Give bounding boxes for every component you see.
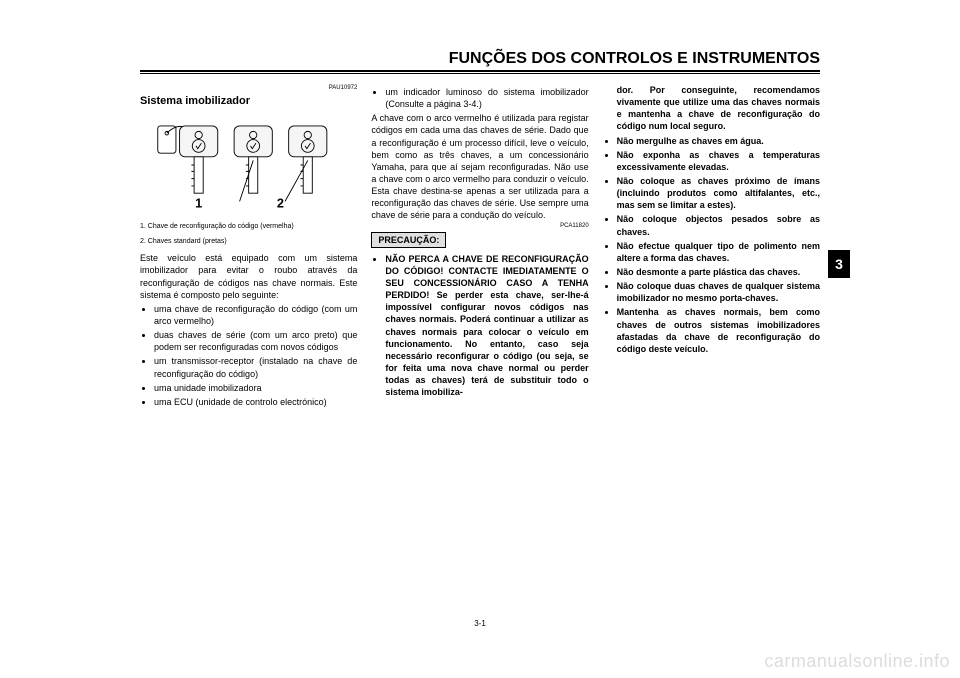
page-number: 3-1 bbox=[140, 619, 820, 628]
caution-box-label: PRECAUÇÃO: bbox=[371, 232, 446, 248]
page-title: FUNÇÕES DOS CONTROLOS E INSTRUMENTOS bbox=[140, 50, 820, 72]
list-item: Mantenha as chaves normais, bem como cha… bbox=[617, 306, 820, 355]
list-item: uma ECU (unidade de controlo electrónico… bbox=[154, 396, 357, 408]
feature-list: uma chave de reconfiguração do código (c… bbox=[140, 303, 357, 408]
list-item: Não exponha as chaves a temperaturas exc… bbox=[617, 149, 820, 173]
list-item: uma chave de reconfiguração do código (c… bbox=[154, 303, 357, 327]
figure-label-1: 1 bbox=[195, 196, 202, 211]
header-rule bbox=[140, 73, 820, 74]
list-item: duas chaves de série (com um arco preto)… bbox=[154, 329, 357, 353]
caution-list: NÃO PERCA A CHAVE DE RECONFIGURAÇÃO DO C… bbox=[371, 253, 588, 399]
list-item: NÃO PERCA A CHAVE DE RECONFIGURAÇÃO DO C… bbox=[385, 253, 588, 399]
list-item: Não desmonte a parte plástica das chaves… bbox=[617, 266, 820, 278]
content-columns: PAU10972 Sistema imobilizador bbox=[140, 84, 820, 410]
reference-code: PAU10972 bbox=[140, 84, 357, 92]
list-item: Não efectue qualquer tipo de polimento n… bbox=[617, 240, 820, 264]
column-2: um indicador luminoso do sistema imobili… bbox=[371, 84, 588, 410]
figure-caption-1: 1. Chave de reconfiguração do código (ve… bbox=[140, 222, 357, 231]
figure-label-2: 2 bbox=[277, 196, 284, 211]
figure-caption-2: 2. Chaves standard (pretas) bbox=[140, 237, 357, 246]
feature-list-cont: um indicador luminoso do sistema imobili… bbox=[371, 86, 588, 110]
column-3: dor. Por conseguinte, recomendamos vivam… bbox=[603, 84, 820, 410]
list-item: um indicador luminoso do sistema imobili… bbox=[385, 86, 588, 110]
paragraph: A chave com o arco vermelho é utilizada … bbox=[371, 112, 588, 221]
caution-list-cont: Não mergulhe as chaves em água. Não expo… bbox=[603, 135, 820, 355]
keys-figure: 1 2 bbox=[140, 115, 357, 215]
paragraph-cont: dor. Por conseguinte, recomendamos vivam… bbox=[603, 84, 820, 133]
list-item: Não coloque objectos pesados sobre as ch… bbox=[617, 213, 820, 237]
list-item: uma unidade imobilizadora bbox=[154, 382, 357, 394]
section-title: Sistema imobilizador bbox=[140, 94, 357, 109]
list-item: Não mergulhe as chaves em água. bbox=[617, 135, 820, 147]
section-tab: 3 bbox=[828, 250, 850, 278]
watermark: carmanualsonline.info bbox=[764, 651, 950, 672]
list-item: Não coloque duas chaves de qualquer sist… bbox=[617, 280, 820, 304]
list-item: Não coloque as chaves próximo de ímans (… bbox=[617, 175, 820, 211]
paragraph: Este veículo está equipado com um sistem… bbox=[140, 252, 357, 301]
column-1: PAU10972 Sistema imobilizador bbox=[140, 84, 357, 410]
manual-page: FUNÇÕES DOS CONTROLOS E INSTRUMENTOS PAU… bbox=[140, 50, 820, 610]
list-item: um transmissor-receptor (instalado na ch… bbox=[154, 355, 357, 379]
reference-code: PCA11820 bbox=[371, 222, 588, 230]
